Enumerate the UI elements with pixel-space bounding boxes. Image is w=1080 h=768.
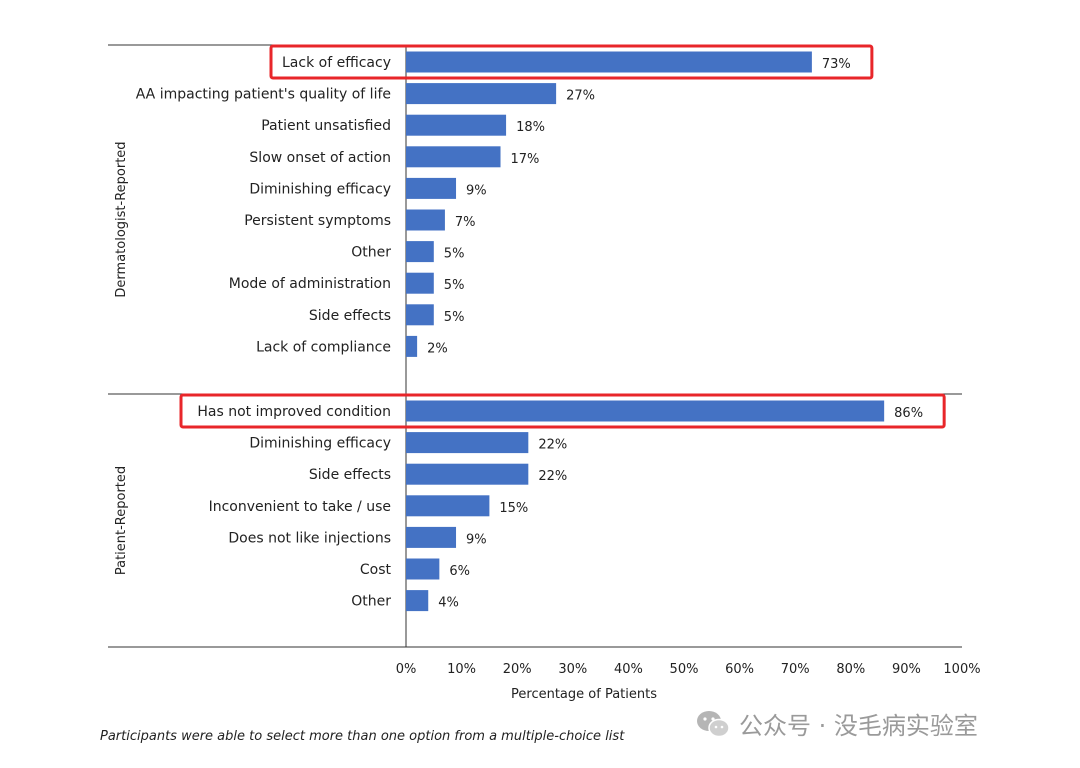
data-label: 5% <box>444 247 465 262</box>
data-label: 4% <box>438 596 459 611</box>
bar <box>406 526 457 548</box>
x-tick-label: 30% <box>558 662 587 677</box>
bar <box>406 209 445 231</box>
data-label: 22% <box>538 469 567 484</box>
bar <box>406 304 434 326</box>
data-label: 27% <box>566 89 595 104</box>
data-label: 22% <box>538 438 567 453</box>
bar <box>406 432 529 454</box>
category-label: Side effects <box>309 308 391 324</box>
x-tick-label: 50% <box>670 662 699 677</box>
x-tick-label: 100% <box>943 662 980 677</box>
category-label: Inconvenient to take / use <box>209 499 391 515</box>
group-title: Dermatologist-Reported <box>114 141 129 297</box>
watermark-text: 公众号 · 没毛病实验室 <box>739 712 978 740</box>
bar <box>406 590 429 612</box>
category-label: Mode of administration <box>229 276 391 292</box>
data-label: 17% <box>511 152 540 167</box>
bar <box>406 463 529 485</box>
x-tick-label: 80% <box>836 662 865 677</box>
data-label: 15% <box>499 501 528 516</box>
category-label: Lack of compliance <box>256 339 391 355</box>
bar <box>406 558 440 580</box>
x-tick-label: 70% <box>781 662 810 677</box>
category-label: Does not like injections <box>228 530 391 546</box>
category-label: AA impacting patient's quality of life <box>136 87 391 103</box>
data-label: 7% <box>455 215 476 230</box>
data-label: 18% <box>516 120 545 135</box>
x-tick-label: 0% <box>396 662 417 677</box>
category-label: Lack of efficacy <box>282 55 391 71</box>
data-label: 86% <box>894 406 923 421</box>
bar <box>406 51 812 73</box>
category-label: Cost <box>360 562 392 578</box>
footnote: Participants were able to select more th… <box>100 729 625 744</box>
data-label: 5% <box>444 278 465 293</box>
x-tick-label: 90% <box>892 662 921 677</box>
data-label: 2% <box>427 341 448 356</box>
category-label: Patient unsatisfied <box>261 118 391 134</box>
bar <box>406 241 434 263</box>
watermark: 公众号 · 没毛病实验室 <box>695 706 978 741</box>
bar <box>406 83 557 105</box>
x-tick-label: 20% <box>503 662 532 677</box>
bar <box>406 114 507 136</box>
category-label: Diminishing efficacy <box>249 181 391 197</box>
highlight-box <box>269 44 874 80</box>
category-label: Slow onset of action <box>249 150 391 166</box>
wechat-icon <box>697 710 730 737</box>
bar <box>406 146 501 168</box>
x-tick-label: 60% <box>725 662 754 677</box>
bar <box>406 495 490 517</box>
bar <box>406 400 885 422</box>
data-label: 6% <box>449 564 470 579</box>
category-label: Other <box>351 245 391 261</box>
category-label: Has not improved condition <box>197 404 391 420</box>
data-label: 5% <box>444 310 465 325</box>
bar <box>406 177 457 199</box>
x-tick-label: 40% <box>614 662 643 677</box>
x-tick-label: 10% <box>447 662 476 677</box>
data-label: 9% <box>466 183 487 198</box>
data-label: 73% <box>822 57 851 72</box>
bar <box>406 272 434 294</box>
group-title: Patient-Reported <box>114 466 129 575</box>
x-axis-title: Percentage of Patients <box>511 687 657 702</box>
category-label: Diminishing efficacy <box>249 436 391 452</box>
bar <box>406 335 418 357</box>
category-label: Side effects <box>309 467 391 483</box>
highlight-box <box>179 393 946 429</box>
data-label: 9% <box>466 532 487 547</box>
category-label: Other <box>351 594 391 610</box>
category-label: Persistent symptoms <box>244 213 391 229</box>
